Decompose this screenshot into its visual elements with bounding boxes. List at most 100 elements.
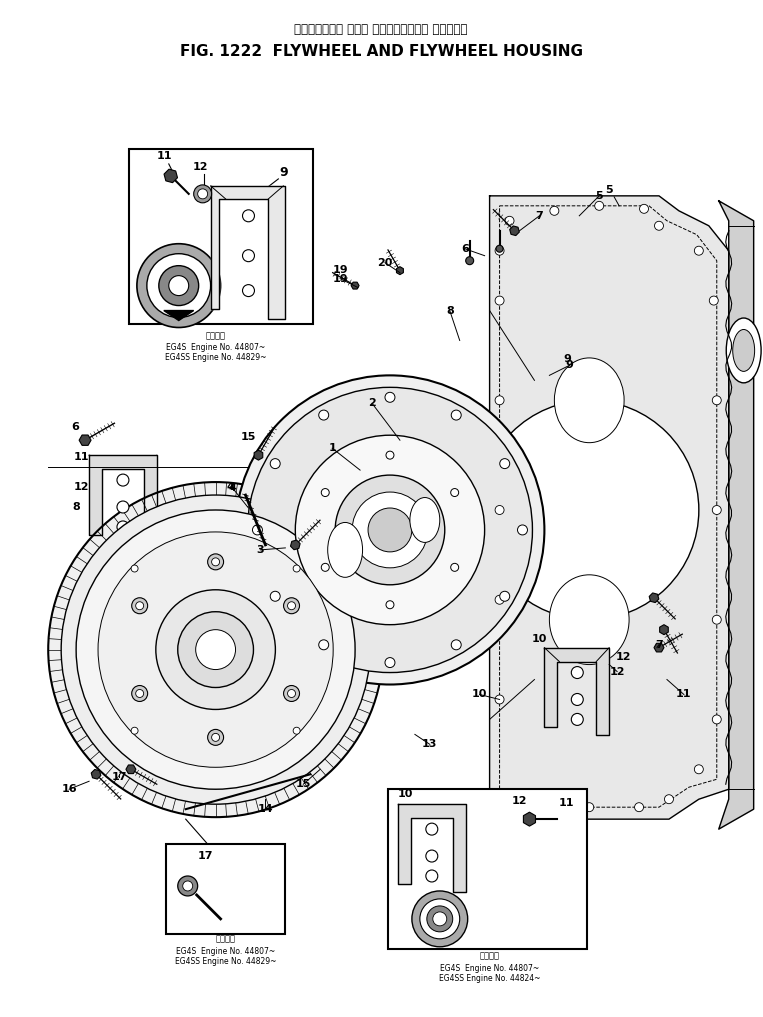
Circle shape [495,802,504,812]
Text: 12: 12 [512,796,527,806]
Polygon shape [660,624,668,635]
Polygon shape [79,435,91,445]
Circle shape [385,658,395,667]
Circle shape [132,685,148,702]
Circle shape [584,802,594,812]
Text: 9: 9 [279,166,288,179]
Circle shape [635,802,643,812]
Circle shape [131,727,138,734]
Polygon shape [398,804,465,892]
Polygon shape [254,451,262,460]
Text: FIG. 1222  FLYWHEEL AND FLYWHEEL HOUSING: FIG. 1222 FLYWHEEL AND FLYWHEEL HOUSING [179,44,582,59]
Text: EG4S  Engine No. 44807~: EG4S Engine No. 44807~ [176,947,275,956]
Circle shape [136,602,143,610]
Bar [129,148,314,323]
Circle shape [335,475,445,585]
Text: 9: 9 [565,360,573,370]
Circle shape [284,685,300,702]
Ellipse shape [308,512,481,573]
Circle shape [178,611,253,687]
Text: 15: 15 [241,432,256,442]
Polygon shape [164,169,178,183]
Circle shape [270,591,280,601]
Circle shape [208,729,224,745]
Circle shape [427,906,452,932]
Text: 12: 12 [73,482,89,492]
Ellipse shape [410,497,439,542]
Text: 15: 15 [295,779,311,789]
Circle shape [571,666,583,678]
Circle shape [156,590,275,710]
Text: 17: 17 [111,772,127,782]
Circle shape [136,690,143,698]
Polygon shape [649,593,658,602]
Text: 12: 12 [610,666,625,676]
Ellipse shape [732,330,755,371]
Circle shape [169,276,188,296]
Circle shape [713,396,721,405]
Circle shape [495,296,504,305]
Circle shape [451,410,461,420]
Text: 4: 4 [227,482,234,492]
Circle shape [195,630,236,669]
Text: 12: 12 [616,652,631,662]
Text: 2: 2 [369,399,376,408]
Text: 8: 8 [446,305,454,315]
Circle shape [243,210,255,222]
Circle shape [505,217,514,226]
Circle shape [198,189,208,199]
Circle shape [495,505,504,515]
Polygon shape [164,310,194,320]
Circle shape [117,521,129,533]
Text: 適用号機: 適用号機 [205,332,226,341]
Text: 11: 11 [157,151,172,161]
Text: 適用号機: 適用号機 [216,935,236,944]
Bar [166,844,285,934]
Circle shape [665,794,674,803]
Polygon shape [523,813,536,826]
Circle shape [243,250,255,261]
Circle shape [146,253,211,317]
Circle shape [571,694,583,706]
Ellipse shape [726,318,761,382]
Polygon shape [126,765,136,774]
Polygon shape [545,648,609,735]
Circle shape [694,765,703,774]
Circle shape [480,401,699,619]
Circle shape [550,206,559,216]
Text: 3: 3 [256,545,264,555]
Text: 19: 19 [333,264,348,275]
Text: 19: 19 [333,274,348,284]
Circle shape [713,715,721,724]
Circle shape [386,601,394,609]
Circle shape [500,591,510,601]
Circle shape [76,510,355,789]
Circle shape [117,474,129,486]
Circle shape [236,375,545,684]
Text: 5: 5 [605,185,613,195]
Polygon shape [490,196,729,819]
Circle shape [137,244,221,327]
Circle shape [500,459,510,469]
Text: 10: 10 [532,634,547,644]
Circle shape [386,452,394,459]
Ellipse shape [291,505,500,579]
Circle shape [495,246,504,255]
Circle shape [412,891,468,947]
Text: 4: 4 [229,483,237,493]
Text: 8: 8 [72,502,80,512]
Circle shape [61,495,370,804]
Text: 11: 11 [73,453,89,462]
Circle shape [211,733,220,741]
Text: EG4SS Engine No. 44824~: EG4SS Engine No. 44824~ [439,973,540,982]
Text: EG4S  Engine No. 44807~: EG4S Engine No. 44807~ [166,344,266,353]
Circle shape [496,245,503,252]
Circle shape [465,256,474,264]
Circle shape [117,501,129,513]
Circle shape [594,201,604,211]
Circle shape [517,525,527,535]
Text: EG4S  Engine No. 44807~: EG4S Engine No. 44807~ [440,964,539,972]
Ellipse shape [549,575,629,664]
Text: 12: 12 [193,162,208,172]
Text: 7: 7 [655,640,663,650]
